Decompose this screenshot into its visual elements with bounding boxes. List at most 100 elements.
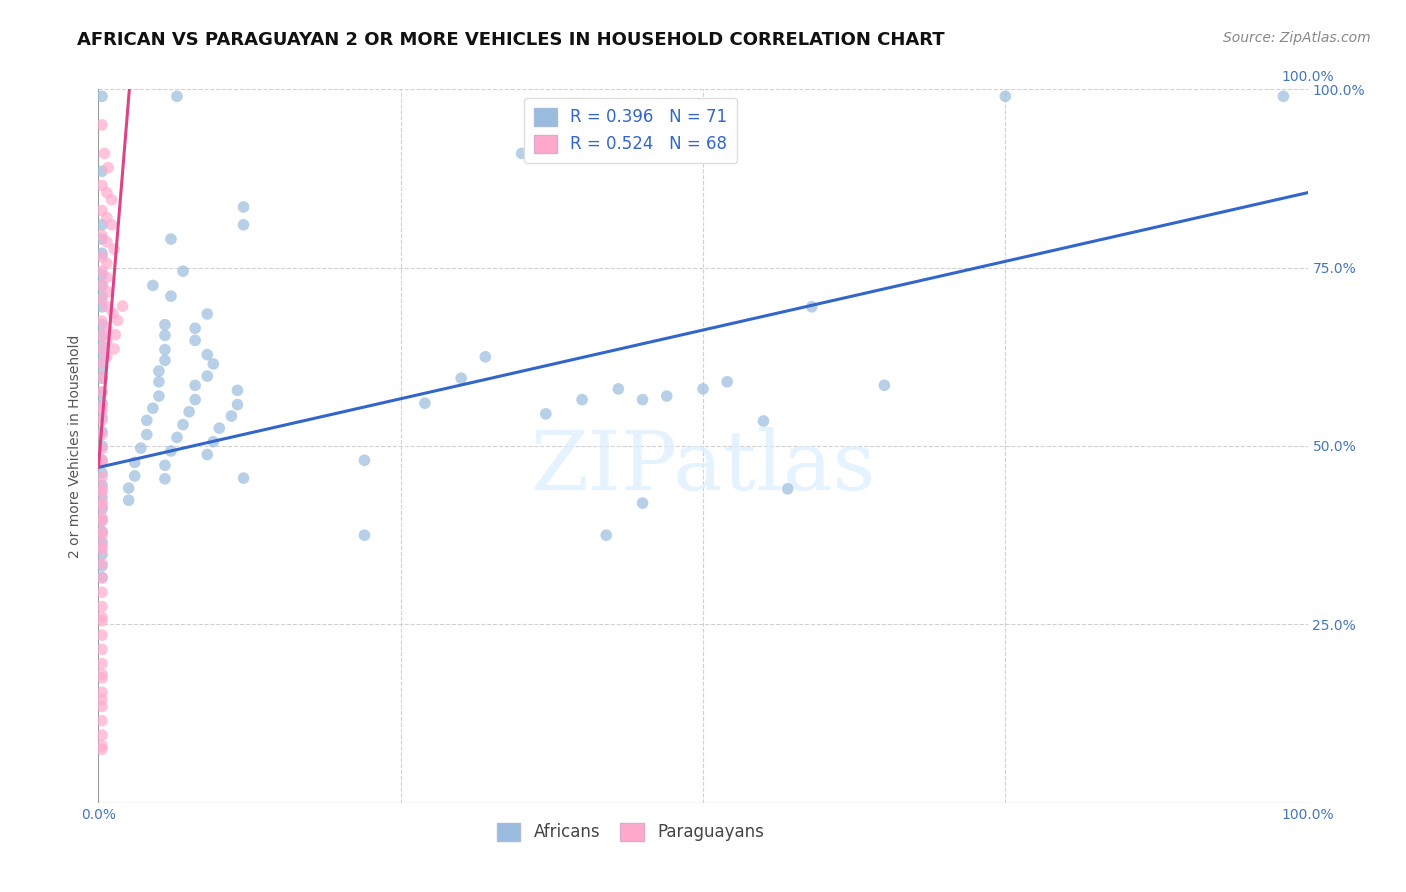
- Point: [202, 357, 225, 371]
- Point: [571, 392, 593, 407]
- Point: [96, 300, 118, 314]
- Point: [96, 349, 118, 363]
- Point: [195, 369, 218, 384]
- Point: [96, 320, 118, 334]
- Point: [91, 478, 114, 492]
- Point: [142, 278, 165, 293]
- Point: [91, 742, 114, 756]
- Point: [91, 442, 114, 456]
- Point: [91, 728, 114, 742]
- Point: [91, 250, 114, 264]
- Point: [91, 318, 114, 332]
- Point: [413, 396, 436, 410]
- Point: [1272, 89, 1295, 103]
- Point: [96, 334, 118, 349]
- Point: [91, 300, 114, 314]
- Point: [776, 482, 799, 496]
- Point: [91, 342, 114, 356]
- Point: [450, 371, 472, 385]
- Point: [91, 293, 114, 307]
- Point: [91, 557, 114, 571]
- Point: [91, 203, 114, 218]
- Point: [91, 339, 114, 353]
- Point: [800, 300, 823, 314]
- Point: [91, 289, 114, 303]
- Point: [994, 89, 1017, 103]
- Point: [91, 328, 114, 343]
- Point: [93, 146, 115, 161]
- Point: [91, 501, 114, 516]
- Point: [91, 89, 114, 103]
- Point: [226, 384, 249, 398]
- Point: [91, 399, 114, 413]
- Point: [195, 448, 218, 462]
- Point: [91, 585, 114, 599]
- Point: [184, 334, 207, 348]
- Point: [91, 439, 114, 453]
- Point: [91, 413, 114, 427]
- Point: [91, 403, 114, 417]
- Point: [91, 685, 114, 699]
- Point: [195, 348, 218, 362]
- Point: [91, 384, 114, 399]
- Point: [91, 350, 114, 364]
- Point: [96, 270, 118, 285]
- Point: [232, 200, 254, 214]
- Point: [91, 535, 114, 549]
- Point: [153, 472, 176, 486]
- Point: [107, 313, 129, 327]
- Point: [153, 458, 176, 473]
- Point: [104, 327, 127, 342]
- Text: Source: ZipAtlas.com: Source: ZipAtlas.com: [1223, 31, 1371, 45]
- Point: [91, 496, 114, 510]
- Point: [148, 389, 170, 403]
- Point: [91, 328, 114, 343]
- Point: [153, 353, 176, 368]
- Point: [91, 164, 114, 178]
- Point: [91, 542, 114, 557]
- Point: [91, 513, 114, 527]
- Point: [103, 342, 125, 356]
- Point: [91, 427, 114, 442]
- Point: [184, 321, 207, 335]
- Point: [534, 407, 557, 421]
- Point: [101, 306, 124, 320]
- Point: [91, 610, 114, 624]
- Point: [96, 186, 118, 200]
- Point: [202, 434, 225, 449]
- Point: [91, 371, 114, 385]
- Point: [160, 289, 183, 303]
- Point: [91, 570, 114, 584]
- Legend: Africans, Paraguayans: Africans, Paraguayans: [491, 816, 770, 848]
- Point: [232, 471, 254, 485]
- Point: [91, 714, 114, 728]
- Y-axis label: 2 or more Vehicles in Household: 2 or more Vehicles in Household: [69, 334, 83, 558]
- Point: [91, 599, 114, 614]
- Point: [91, 571, 114, 585]
- Point: [91, 425, 114, 439]
- Point: [166, 89, 188, 103]
- Point: [96, 256, 118, 270]
- Point: [135, 427, 157, 442]
- Point: [91, 484, 114, 499]
- Point: [96, 235, 118, 249]
- Point: [91, 456, 114, 470]
- Point: [221, 409, 243, 423]
- Point: [160, 444, 183, 458]
- Point: [607, 382, 630, 396]
- Point: [135, 413, 157, 427]
- Point: [184, 392, 207, 407]
- Point: [172, 417, 194, 432]
- Point: [91, 410, 114, 425]
- Point: [91, 699, 114, 714]
- Point: [100, 193, 122, 207]
- Point: [208, 421, 231, 435]
- Point: [91, 396, 114, 410]
- Point: [124, 455, 146, 469]
- Point: [91, 739, 114, 753]
- Point: [655, 389, 678, 403]
- Point: [595, 528, 617, 542]
- Point: [153, 343, 176, 357]
- Point: [91, 499, 114, 513]
- Point: [91, 491, 114, 505]
